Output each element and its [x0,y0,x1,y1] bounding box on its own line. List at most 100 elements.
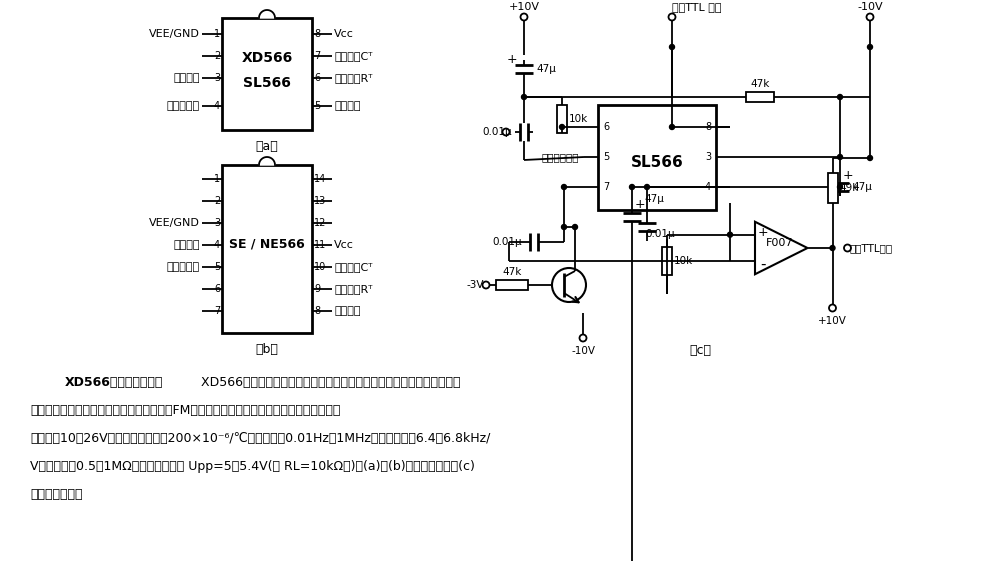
Text: 11: 11 [314,240,326,250]
Text: 4: 4 [214,101,220,111]
Text: SL566: SL566 [243,76,291,90]
Text: -10V: -10V [571,346,595,356]
Circle shape [520,13,527,21]
Circle shape [644,185,649,190]
Circle shape [483,282,490,288]
Bar [222,165,312,333]
Text: -10V: -10V [857,2,882,12]
Text: 5: 5 [213,262,220,272]
Circle shape [837,154,842,159]
Text: 8: 8 [705,122,711,132]
Text: 47μ: 47μ [644,194,664,204]
Text: 10k: 10k [569,114,588,124]
Text: 三角波输出: 三角波输出 [166,262,200,272]
Text: 6: 6 [603,122,609,132]
Circle shape [867,44,872,49]
Bar [662,247,672,275]
Text: 8: 8 [314,306,320,316]
Text: 14: 14 [314,174,326,184]
Text: 定时电容Cᵀ: 定时电容Cᵀ [334,262,373,272]
Circle shape [561,185,566,190]
Text: +10V: +10V [819,316,846,326]
Text: 三角波输出: 三角波输出 [166,101,200,111]
Circle shape [728,232,733,237]
Bar [557,105,567,133]
Text: 10: 10 [314,262,326,272]
Text: 47k: 47k [751,79,770,89]
Text: 3: 3 [214,218,220,228]
Circle shape [837,94,842,99]
Text: Vcc: Vcc [334,240,354,250]
Circle shape [559,125,564,130]
Text: +: + [506,53,517,66]
Text: SL566: SL566 [631,155,683,170]
Text: 1: 1 [214,29,220,39]
Polygon shape [259,10,275,18]
Text: XD566: XD566 [241,51,293,65]
Text: 2: 2 [213,51,220,61]
Text: （a）: （a） [255,140,278,153]
Circle shape [866,13,873,21]
Text: 6: 6 [314,73,320,83]
Circle shape [561,224,566,229]
Circle shape [579,334,586,342]
Circle shape [837,185,842,190]
Text: 控制电压输入: 控制电压输入 [541,152,579,162]
Text: F007: F007 [767,238,794,248]
Bar [828,173,837,203]
Text: 相同TTL 输出: 相同TTL 输出 [672,2,722,12]
Text: VEE/GND: VEE/GND [150,218,200,228]
Text: 5: 5 [603,152,609,162]
Text: 6: 6 [214,284,220,294]
Text: +: + [758,226,769,238]
Text: 47μ: 47μ [852,182,871,192]
Text: 13: 13 [314,196,326,206]
Circle shape [829,305,836,311]
Text: 10k: 10k [674,256,693,266]
Bar [496,280,528,290]
Text: 3: 3 [705,152,711,162]
Circle shape [669,13,676,21]
Text: （c）: （c） [689,343,711,356]
Text: 7: 7 [603,182,609,192]
Text: 7: 7 [213,306,220,316]
Circle shape [629,185,634,190]
Circle shape [670,44,675,49]
Text: 4: 4 [214,240,220,250]
Text: 调制输入: 调制输入 [334,306,361,316]
Text: 定时电阻Rᵀ: 定时电阻Rᵀ [334,284,373,294]
Circle shape [844,245,851,251]
Text: V，输入电阻0.5～1MΩ，方波输出电平 Upp=5～5.4V(在 RL=10kΩ时)。(a)、(b)为引脚排列图，(c): V，输入电阻0.5～1MΩ，方波输出电平 Upp=5～5.4V(在 RL=10k… [30,459,475,472]
Text: XD566单片压控振荡器: XD566单片压控振荡器 [65,375,164,389]
Circle shape [867,155,872,160]
Bar [222,18,312,130]
Text: +10V: +10V [508,2,539,12]
Text: 47k: 47k [502,267,521,277]
Text: 0.01μ: 0.01μ [483,127,512,137]
Polygon shape [259,157,275,165]
Circle shape [521,94,526,99]
Text: SE / NE566: SE / NE566 [229,237,305,250]
Text: （b）: （b） [255,343,278,356]
Text: 为典型接线图。: 为典型接线图。 [30,488,83,500]
Text: 12: 12 [314,218,326,228]
Circle shape [572,224,577,229]
Bar [598,105,716,210]
Circle shape [670,125,675,130]
Text: 8: 8 [314,29,320,39]
Text: +: + [843,168,853,182]
Text: 调制输入: 调制输入 [334,101,361,111]
Circle shape [830,246,835,251]
Text: -3V: -3V [467,280,484,290]
Text: 4: 4 [705,182,711,192]
Text: 正交TTL输出: 正交TTL输出 [849,243,892,253]
Text: +: + [635,197,646,210]
Bar [746,92,774,102]
Text: 0.01μ: 0.01μ [493,237,522,247]
Text: VEE/GND: VEE/GND [150,29,200,39]
Text: 49k: 49k [839,183,858,193]
Text: 5: 5 [314,101,320,111]
Text: 1: 1 [214,174,220,184]
Circle shape [502,128,509,136]
Text: 7: 7 [314,51,320,61]
